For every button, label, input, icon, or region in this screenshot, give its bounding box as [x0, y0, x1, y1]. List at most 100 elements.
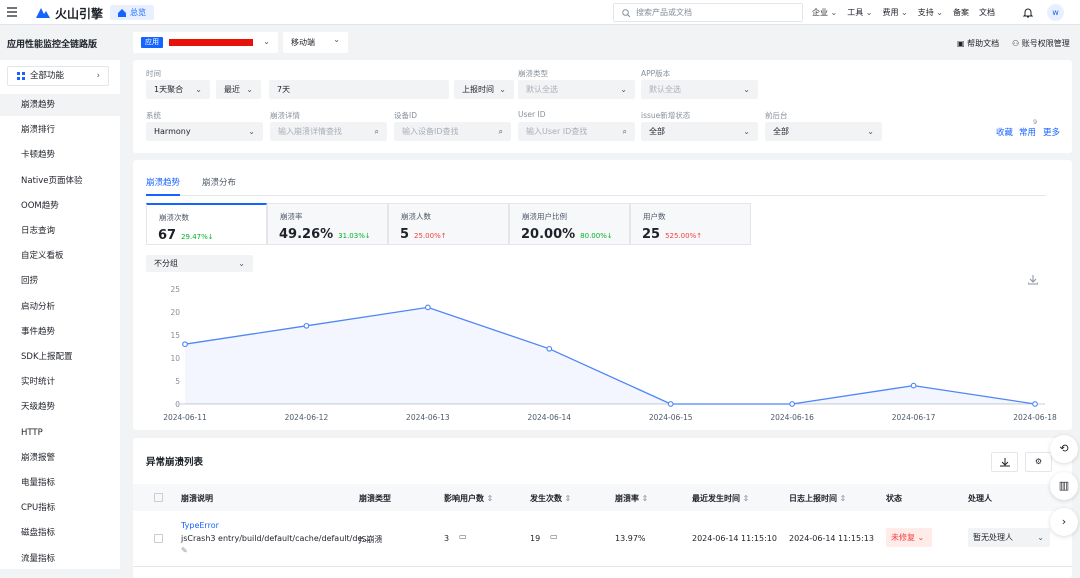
detail-input[interactable]: 输入崩溃详情查找 ⌕ [270, 122, 387, 141]
settings-button[interactable]: ⚙ [1025, 452, 1052, 472]
nav-item[interactable]: 备案 [953, 7, 969, 19]
sidebar-item[interactable]: 回捞 [21, 276, 39, 287]
avatar[interactable]: w [1047, 4, 1064, 21]
bell-icon[interactable] [1023, 7, 1033, 18]
nav-label: 文档 [979, 8, 995, 17]
group-select[interactable]: 不分组 ⌄ [146, 255, 253, 272]
crash-type-select[interactable]: 默认全选 ⌄ [518, 80, 635, 99]
common-link[interactable]: 常用 [1019, 128, 1037, 138]
edit-icon[interactable]: ✎ [181, 546, 188, 555]
sort-icon: ⇕ [639, 494, 649, 503]
nav-item[interactable]: 企业 ⌄ [812, 7, 837, 19]
column-header[interactable]: 发生次数 ⇕ [530, 493, 571, 504]
line-point [667, 401, 674, 407]
nav-item[interactable]: 支持 ⌄ [918, 7, 943, 19]
nav: 企业 ⌄ 工具 ⌄ 费用 ⌄ 支持 ⌄ 备案 文档 [812, 7, 995, 19]
favorite-link[interactable]: 收藏 [996, 128, 1014, 138]
sidebar-item[interactable]: 自定义看板 [21, 251, 64, 262]
metric-value: 49.26% [279, 227, 334, 242]
sidebar-item[interactable]: 崩溃报警 [21, 452, 56, 463]
comment-icon[interactable]: ▭ [550, 532, 558, 541]
sidebar-item[interactable]: 崩溃趋势 [0, 94, 120, 116]
sidebar-item[interactable]: 电量指标 [21, 478, 56, 488]
permission-label: 账号权限管理 [1021, 39, 1070, 48]
app-select[interactable]: 应用 ⌄ [133, 32, 278, 53]
sidebar-item[interactable]: CPU指标 [21, 503, 56, 514]
handler-select[interactable]: 暂无处理人 ⌄ [968, 528, 1050, 547]
column-header[interactable]: 最近发生时间 ⇕ [692, 493, 749, 504]
platform-select[interactable]: 移动端 ⌄ [283, 32, 348, 53]
metric-card[interactable]: 用户数 25 525.00%↑ [630, 203, 751, 245]
column-label: 崩溃说明 [181, 494, 213, 503]
metric-label: 崩溃次数 [159, 213, 189, 222]
tab[interactable]: 崩溃分布 [202, 178, 237, 188]
table-header: 崩溃说明 崩溃类型 影响用户数 ⇕ 发生次数 ⇕ 崩溃率 ⇕ 最近发生时间 ⇕ 日志上报时间… [133, 484, 1072, 511]
nav-item[interactable]: 费用 ⌄ [883, 7, 908, 19]
sidebar-item[interactable]: 流量指标 [21, 553, 56, 564]
brand[interactable]: 火山引擎 [55, 7, 104, 21]
search-box[interactable]: 搜索产品或文档 [613, 3, 803, 22]
menu-icon[interactable] [6, 6, 18, 18]
column-header[interactable]: 日志上报时间 ⇕ [789, 493, 846, 504]
float-refresh[interactable]: ⟲ [1050, 435, 1078, 463]
sidebar-item[interactable]: 实时统计 [21, 377, 56, 388]
error-name[interactable]: TypeError [181, 521, 219, 530]
metric-card[interactable]: 崩溃次数 67 29.47%↓ [146, 203, 267, 245]
column-header[interactable]: 状态 [886, 493, 902, 504]
sidebar-item[interactable]: OOM趋势 [21, 200, 59, 211]
column-header[interactable]: 处理人 [968, 493, 992, 504]
checkbox[interactable] [154, 493, 163, 502]
column-header[interactable]: 崩溃率 ⇕ [615, 493, 648, 504]
sidebar-item[interactable]: 崩溃排行 [21, 125, 56, 136]
home-tab[interactable]: 总览 [110, 5, 154, 20]
range-select[interactable]: 7天 [269, 80, 449, 99]
nav-caret: ⌄ [933, 8, 943, 17]
app-version-select[interactable]: 默认全选 ⌄ [641, 80, 758, 99]
sidebar-item[interactable]: Native页面体验 [21, 175, 83, 186]
aggregation-select[interactable]: 1天聚合 ⌄ [146, 80, 210, 99]
recent-select[interactable]: 最近 ⌄ [216, 80, 261, 99]
checkbox[interactable] [154, 534, 163, 543]
download-icon[interactable] [1028, 275, 1038, 285]
help-link[interactable]: ▣ 帮助文档 [957, 39, 1000, 48]
column-header[interactable]: 影响用户数 ⇕ [444, 493, 493, 504]
foreground-select[interactable]: 全部 ⌄ [765, 122, 882, 141]
nav-item[interactable]: 工具 ⌄ [847, 7, 872, 19]
sidebar-item[interactable]: 日志查询 [21, 226, 56, 236]
sidebar: 全部功能 › 崩溃趋势崩溃排行卡顿趋势 Native页面体验 OOM趋势日志查询自定义… [0, 60, 120, 569]
select-value: 最近 [224, 85, 240, 94]
nav-item[interactable]: 文档 [979, 7, 995, 19]
tab[interactable]: 崩溃趋势 [146, 176, 181, 196]
float-next[interactable]: › [1050, 508, 1078, 536]
device-input[interactable]: 输入设备ID查找 ⌕ [394, 122, 511, 141]
sidebar-item[interactable]: SDK上报配置 [21, 352, 73, 362]
export-button[interactable] [991, 452, 1018, 472]
sidebar-item[interactable]: 天级趋势 [21, 402, 56, 413]
report-time-select[interactable]: 上报时间 ⌄ [454, 80, 514, 99]
sidebar-item[interactable]: HTTP [21, 427, 43, 438]
metric-card[interactable]: 崩溃用户比例 20.00% 80.00%↓ [509, 203, 630, 245]
y-tick-label: 15 [170, 331, 180, 340]
more-link[interactable]: 更多 [1043, 128, 1061, 138]
column-header[interactable]: 崩溃说明 [181, 493, 213, 504]
permission-link[interactable]: ⚇ 账号权限管理 [1012, 39, 1070, 48]
metric-value-wrap: 49.26% 31.03%↓ [279, 227, 371, 242]
nav-label: 工具 [847, 8, 864, 17]
error-detail: jsCrash3 entry/build/default/cache/defau… [181, 534, 370, 543]
filter-label: User ID [518, 110, 546, 119]
user-input[interactable]: 输入User ID查找 ⌕ [518, 122, 635, 141]
sidebar-item[interactable]: 事件趋势 [21, 326, 56, 337]
all-features[interactable]: 全部功能 › [7, 66, 109, 86]
float-docs[interactable]: ▥ [1050, 472, 1078, 500]
column-header[interactable]: 崩溃类型 [359, 493, 391, 504]
metric-card[interactable]: 崩溃率 49.26% 31.03%↓ [267, 203, 388, 245]
sidebar-item[interactable]: 卡顿趋势 [21, 150, 56, 161]
issue-select[interactable]: 全部 ⌄ [641, 122, 758, 141]
system-select[interactable]: Harmony ⌄ [146, 122, 263, 141]
status-select[interactable]: 未修复 ⌄ [886, 528, 932, 547]
metric-value-wrap: 25 525.00%↑ [642, 227, 702, 242]
metric-card[interactable]: 崩溃人数 5 25.00%↑ [388, 203, 509, 245]
sidebar-item[interactable]: 磁盘指标 [21, 528, 56, 539]
comment-icon[interactable]: ▭ [459, 532, 467, 541]
sidebar-item[interactable]: 启动分析 [21, 301, 56, 312]
